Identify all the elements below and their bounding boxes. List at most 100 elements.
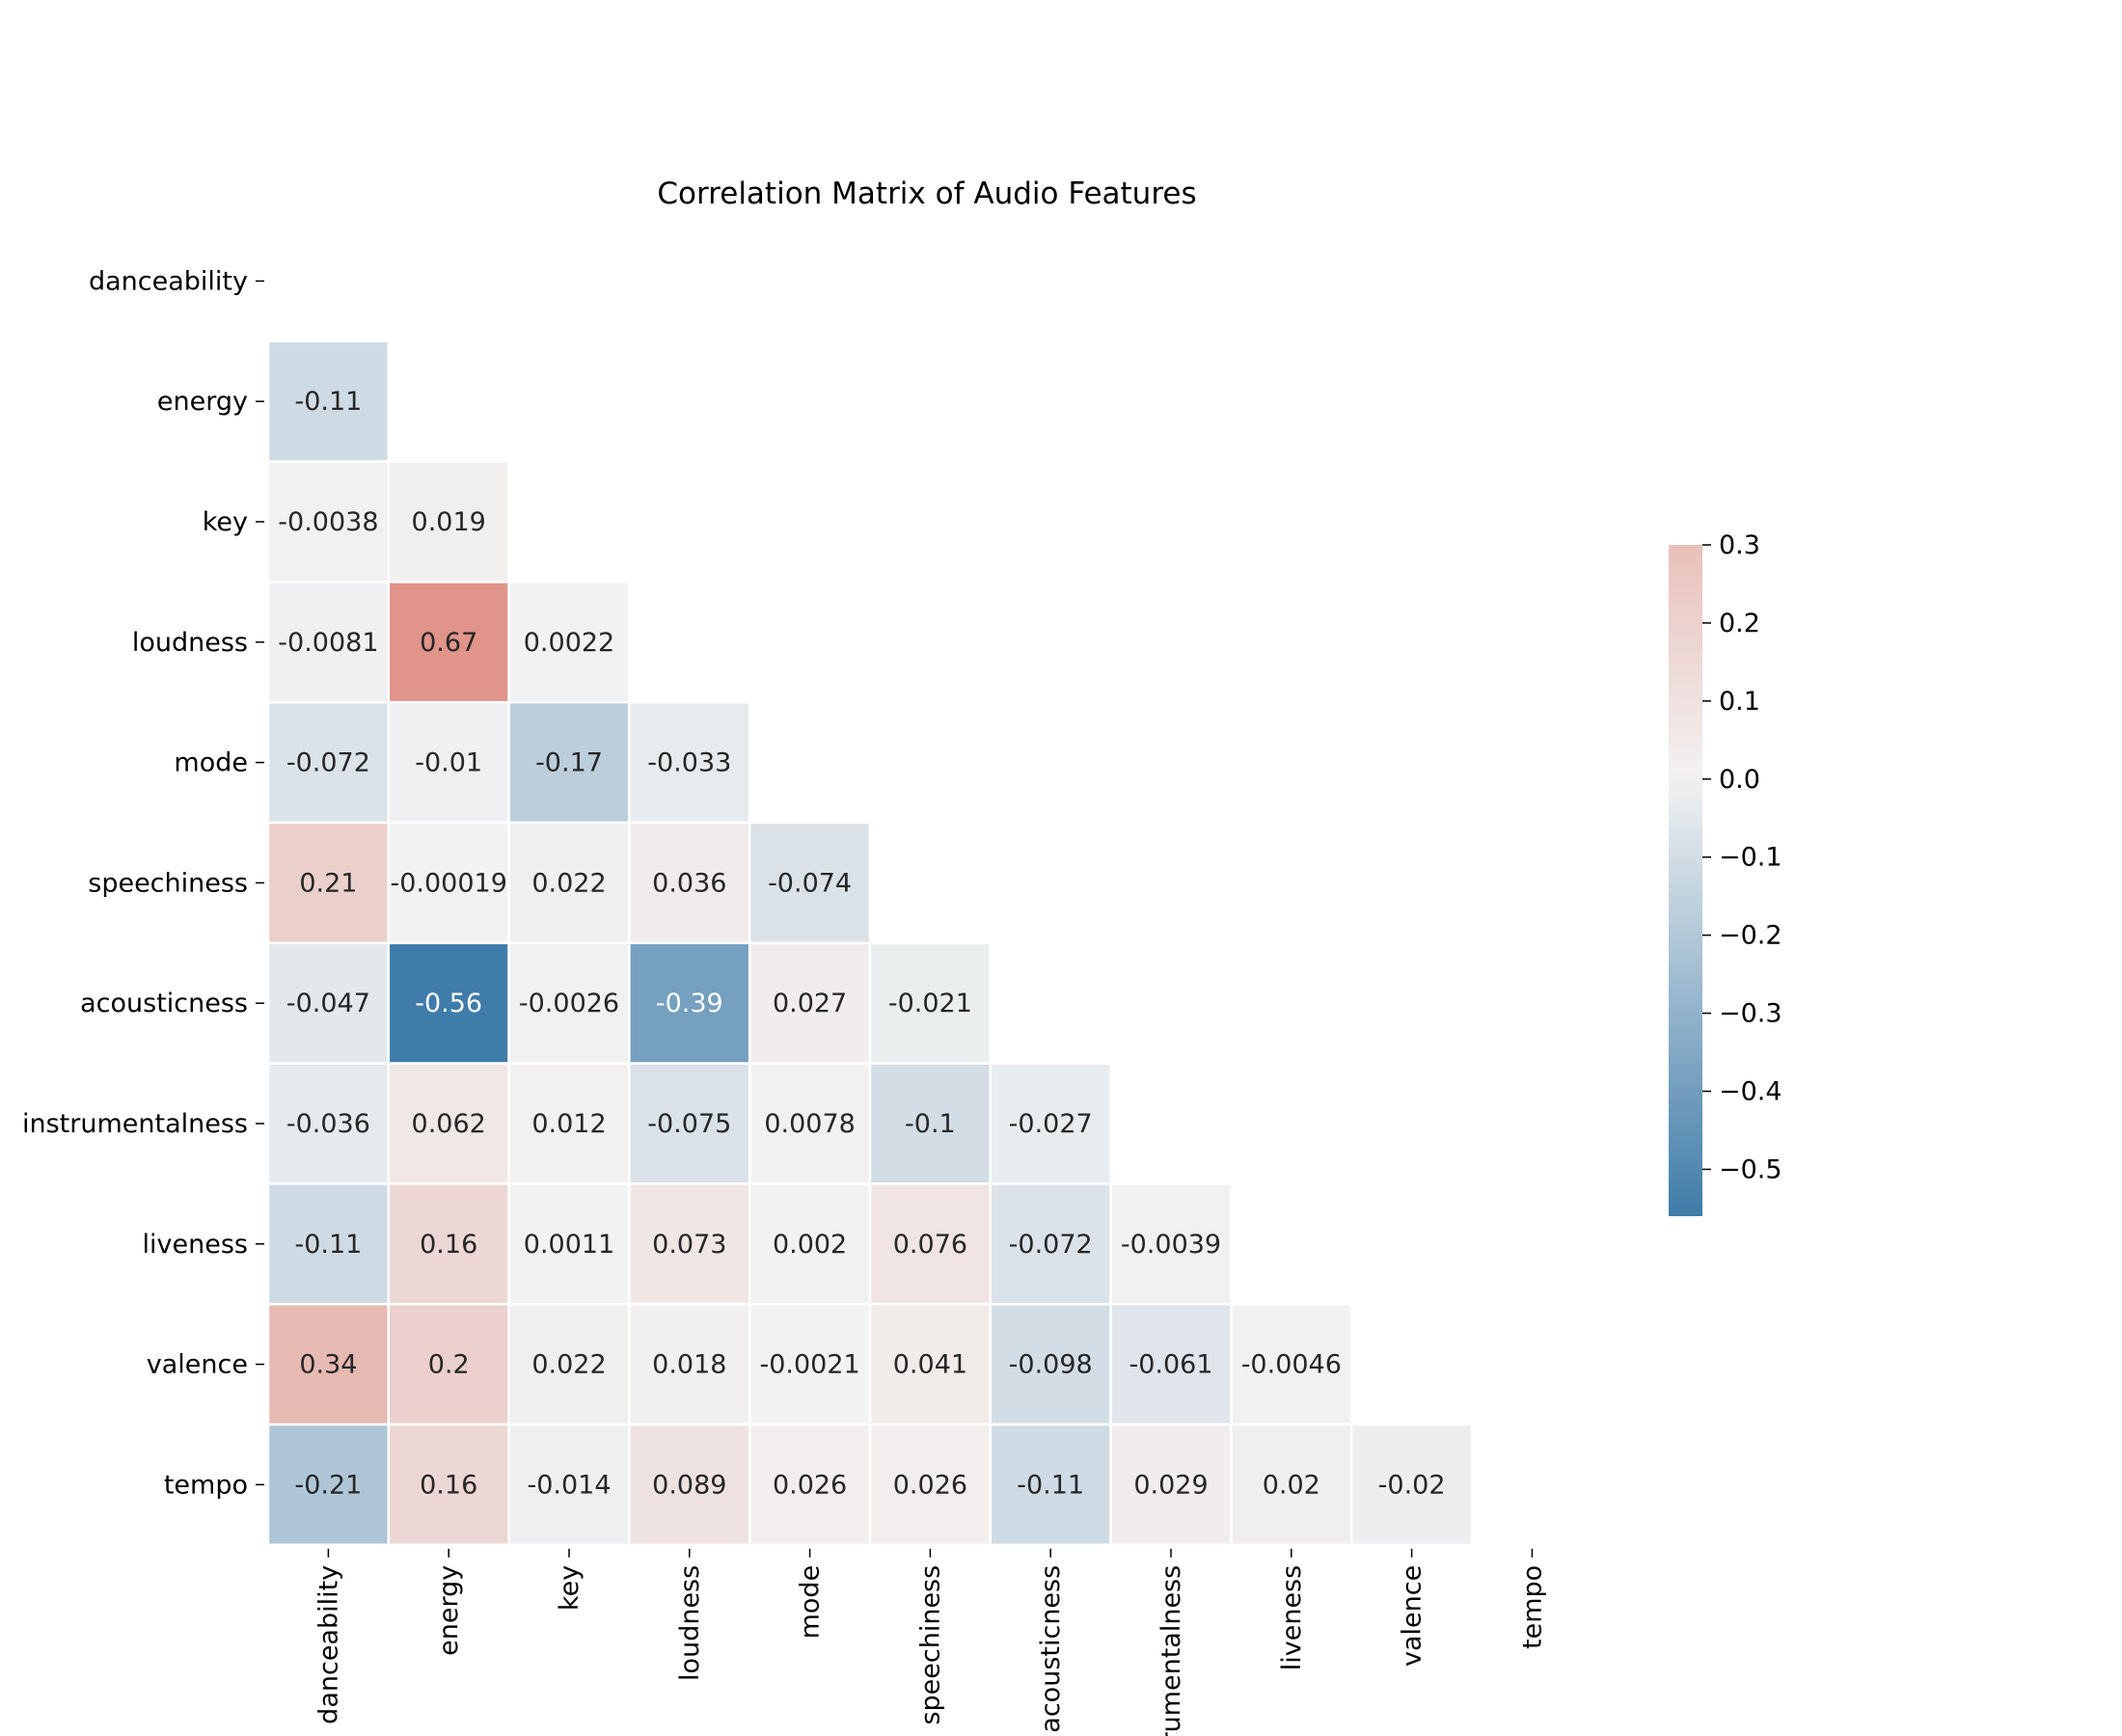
x-tick-label: loudness (675, 1565, 705, 1681)
y-tick-label: energy (157, 387, 248, 417)
cell-value-label: 0.002 (773, 1230, 847, 1260)
cell-value-label: 0.0022 (524, 628, 614, 658)
heatmap-cell (868, 1423, 993, 1547)
cell-value-label: -0.036 (286, 1109, 370, 1139)
cell-value-label: 0.076 (893, 1230, 967, 1260)
heatmap-cell (628, 1062, 751, 1185)
heatmap-cell (748, 821, 872, 945)
y-tick-label: key (203, 507, 248, 537)
heatmap-cell (387, 1302, 510, 1426)
heatmap-cell (387, 941, 510, 1065)
cell-value-label: 0.027 (773, 989, 847, 1018)
heatmap-cell (266, 581, 391, 704)
cell-value-label: 0.062 (412, 1109, 486, 1139)
heatmap-cell (387, 1423, 510, 1547)
cell-value-label: -0.0039 (1121, 1230, 1221, 1260)
x-tick-label: mode (796, 1565, 826, 1640)
y-tick-label: speechiness (88, 868, 248, 898)
chart-title: Correlation Matrix of Audio Features (657, 176, 1196, 211)
cell-value-label: 0.0078 (764, 1109, 855, 1139)
y-tick-label: danceability (89, 266, 248, 296)
heatmap-cell (748, 1423, 872, 1547)
y-tick-label: acousticness (80, 989, 248, 1018)
cell-value-label: 0.67 (420, 628, 477, 658)
cell-value-label: -0.17 (535, 748, 603, 778)
heatmap-cell (507, 1302, 631, 1426)
heatmap-cell (266, 821, 391, 945)
heatmap-cell (748, 1182, 872, 1306)
heatmap-cell (387, 1182, 510, 1306)
x-tick-label: instrumentalness (1156, 1565, 1186, 1736)
cell-value-label: -0.074 (768, 868, 852, 898)
cell-value-label: -0.075 (647, 1109, 731, 1139)
heatmap-cell (266, 941, 391, 1065)
colorbar-tick-label: −0.1 (1719, 843, 1782, 873)
cell-value-label: 0.022 (531, 868, 606, 898)
y-axis-tick-labels: danceability energy key loudness mode speechi… (22, 266, 264, 1500)
y-tick-label: tempo (164, 1470, 248, 1500)
y-tick-label: liveness (143, 1230, 248, 1260)
heatmap-cell (507, 581, 631, 704)
heatmap-cell (989, 1423, 1112, 1547)
cell-value-label: 0.2 (428, 1350, 470, 1380)
x-tick-label: danceability (313, 1565, 343, 1724)
heatmap-cell (387, 821, 510, 945)
heatmap-cell (266, 1423, 391, 1547)
cell-value-label: 0.089 (652, 1470, 726, 1500)
x-tick-label: tempo (1517, 1565, 1547, 1649)
cell-value-label: -0.0026 (519, 989, 619, 1018)
colorbar-tick-label: −0.4 (1719, 1077, 1782, 1107)
heatmap-cell (868, 1302, 993, 1426)
heatmap-cell (868, 1062, 993, 1185)
colorbar-tick-label: −0.2 (1719, 921, 1782, 951)
heatmap-cells: -0.11 -0.0038 0.019 -0.0081 0.67 0.0022 -0.072… (266, 339, 1474, 1547)
cell-value-label: -0.0038 (278, 507, 378, 537)
cell-value-label: 0.026 (893, 1470, 967, 1500)
cell-value-label: -0.027 (1009, 1109, 1093, 1139)
x-tick-label: valence (1398, 1565, 1428, 1667)
cell-value-label: 0.16 (420, 1470, 477, 1500)
cell-value-label: -0.033 (647, 748, 731, 778)
heatmap-cell (628, 700, 751, 825)
cell-value-label: 0.019 (412, 507, 486, 537)
heatmap-cell (387, 700, 510, 825)
heatmap-cell (507, 821, 631, 945)
x-tick-label: energy (434, 1565, 464, 1656)
cell-value-label: -0.014 (527, 1470, 611, 1500)
cell-value-label: -0.11 (1017, 1470, 1084, 1500)
cell-value-label: -0.0021 (759, 1350, 859, 1380)
cell-value-label: 0.041 (893, 1350, 967, 1380)
cell-value-label: -0.01 (415, 748, 482, 778)
cell-value-label: 0.029 (1133, 1470, 1208, 1500)
cell-value-label: 0.34 (299, 1350, 357, 1380)
heatmap-cell (868, 941, 993, 1065)
cell-value-label: 0.022 (531, 1350, 606, 1380)
x-axis-tick-labels: danceability energy key loudness mode speechi… (313, 1548, 1547, 1736)
cell-value-label: -0.0081 (278, 628, 378, 658)
heatmap-cell (1109, 1182, 1233, 1306)
cell-value-label: -0.1 (905, 1109, 956, 1139)
heatmap-cell (266, 1062, 391, 1185)
heatmap-cell (507, 941, 631, 1065)
heatmap-cell (266, 339, 391, 463)
cell-value-label: -0.11 (294, 387, 362, 417)
cell-value-label: -0.047 (286, 989, 370, 1018)
y-tick-label: instrumentalness (22, 1109, 248, 1139)
y-tick-label: loudness (132, 628, 248, 658)
cell-value-label: -0.11 (294, 1230, 362, 1260)
cell-value-label: 0.16 (420, 1230, 477, 1260)
colorbar-tick-label: 0.1 (1719, 687, 1760, 717)
cell-value-label: 0.012 (531, 1109, 606, 1139)
x-tick-label: speechiness (915, 1565, 945, 1725)
cell-value-label: 0.02 (1263, 1470, 1320, 1500)
cell-value-label: -0.061 (1129, 1350, 1212, 1380)
cell-value-label: 0.073 (652, 1230, 726, 1260)
cell-value-label: -0.098 (1009, 1350, 1093, 1380)
heatmap-cell (868, 1182, 993, 1306)
heatmap-cell (628, 821, 751, 945)
heatmap-cell (1109, 1423, 1233, 1547)
cell-value-label: 0.036 (652, 868, 726, 898)
cell-value-label: -0.39 (656, 989, 723, 1018)
heatmap-cell (507, 700, 631, 825)
